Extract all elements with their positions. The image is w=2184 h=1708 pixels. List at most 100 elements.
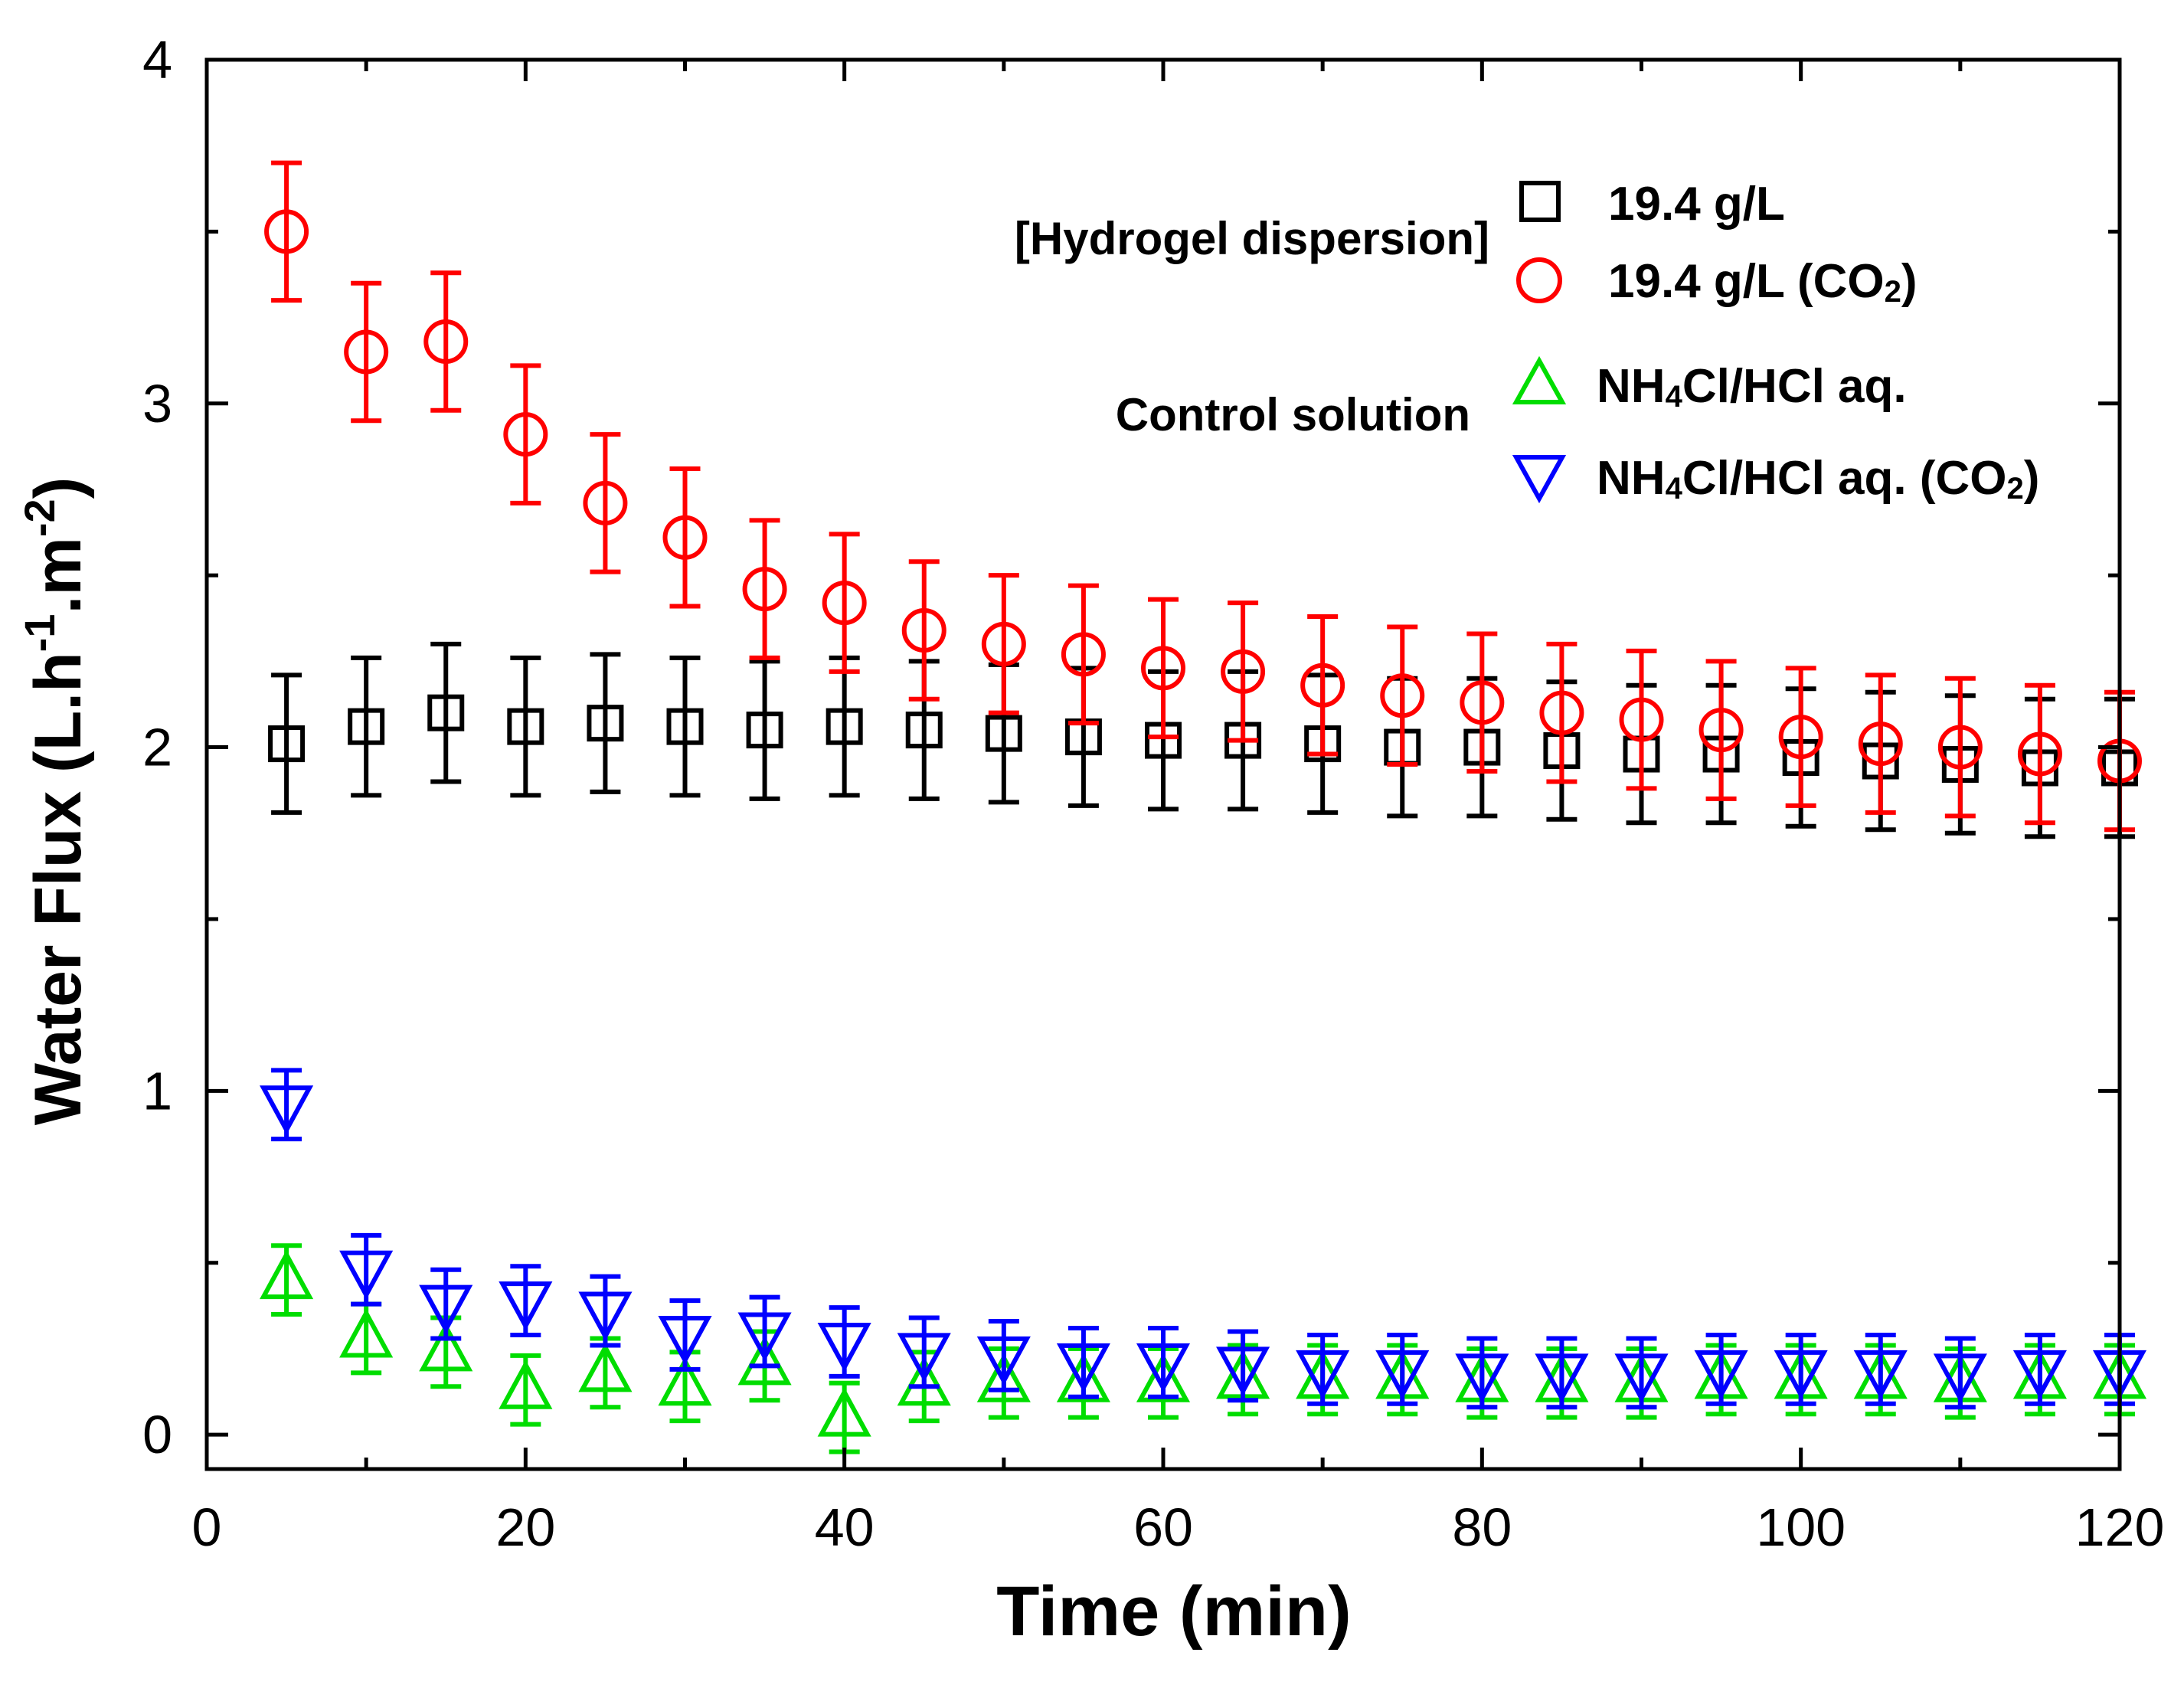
y-axis-label-main: Water Flux (L.h (21, 652, 95, 1125)
data-point-circle (1858, 721, 1903, 767)
data-point-square (746, 712, 783, 749)
data-point-circle (1221, 649, 1266, 694)
x-tick-label: 80 (1452, 1497, 1512, 1557)
data-point-triangle-down (499, 1281, 553, 1331)
legend-entry-4-tail2: ) (2024, 452, 2040, 505)
x-tick-label: 60 (1133, 1497, 1193, 1557)
data-point-triangle-down (1535, 1353, 1589, 1403)
y-tick-label: 4 (142, 30, 172, 90)
legend-entry-2-tail: ) (1901, 255, 1918, 308)
y-tick-label: 3 (142, 374, 172, 434)
data-point-square (507, 708, 544, 745)
data-point-circle (822, 581, 867, 626)
data-point-triangle-down (1933, 1353, 1987, 1403)
data-point-circle (1300, 663, 1345, 708)
x-tick-label: 20 (495, 1497, 555, 1557)
data-point-circle (1619, 697, 1664, 742)
legend-group-hydrogel: [Hydrogel dispersion] (1015, 213, 1489, 264)
legend-entry-4-sub2: 2 (2007, 472, 2024, 506)
data-point-triangle-down (1694, 1350, 1748, 1400)
data-point-triangle-down (737, 1312, 792, 1362)
y-axis-label-sup2: -2 (15, 499, 64, 537)
data-point-triangle-up (339, 1308, 394, 1358)
data-point-circle (583, 480, 628, 525)
y-tick-label: 0 (142, 1405, 172, 1464)
data-point-circle (662, 515, 708, 560)
data-point-circle (1061, 632, 1106, 677)
data-point-square (985, 715, 1022, 752)
legend-marker-square (1519, 181, 1561, 222)
data-point-triangle-up (897, 1356, 951, 1406)
data-point-triangle-up (658, 1356, 712, 1406)
data-point-circle (344, 329, 389, 375)
data-point-triangle-down (339, 1250, 394, 1300)
series-4 (260, 1068, 2147, 1410)
data-point-circle (981, 621, 1026, 666)
legend-entry-4: NH4Cl/HCl aq. (CO2) (1597, 452, 2039, 506)
legend-entry-2: 19.4 g/L (CO2) (1608, 255, 1918, 309)
legend: [Hydrogel dispersion] Control solution 1… (1015, 178, 2039, 506)
legend-entry-1: 19.4 g/L (1608, 178, 1785, 231)
data-point-triangle-down (1056, 1343, 1110, 1393)
data-point-triangle-up (1136, 1353, 1191, 1402)
legend-marker-triangle-up (1512, 355, 1567, 404)
data-point-circle (1141, 646, 1185, 691)
data-point-triangle-up (817, 1387, 871, 1437)
x-axis-label: Time (min) (996, 1572, 1351, 1651)
data-point-triangle-down (1136, 1343, 1191, 1393)
legend-entry-4-tail: Cl/HCl aq. (CO (1682, 452, 2007, 505)
legend-group-control: Control solution (1116, 389, 1470, 440)
legend-entry-1-text: 19.4 g/L (1608, 178, 1785, 231)
data-point-square (427, 694, 465, 731)
data-point-triangle-down (1614, 1353, 1669, 1403)
y-tick-label: 2 (142, 718, 172, 777)
x-tick-label: 0 (192, 1497, 222, 1557)
legend-entry-2-sub: 2 (1885, 275, 1901, 309)
x-tick-label: 40 (815, 1497, 875, 1557)
legend-entry-3: NH4Cl/HCl aq. (1597, 360, 1907, 414)
data-point-triangle-down (976, 1336, 1031, 1386)
y-axis-label-end: ) (21, 477, 95, 499)
legend-marker-triangle-down (1512, 455, 1567, 504)
legend-entry-3-sub: 4 (1666, 380, 1683, 414)
legend-entry-2-text: 19.4 g/L (CO (1608, 255, 1885, 308)
y-axis-label: Water Flux (L.h-1.m-2) (15, 477, 95, 1126)
data-point-triangle-down (1375, 1350, 1430, 1400)
data-point-triangle-up (499, 1360, 553, 1409)
data-point-circle (1778, 715, 1823, 760)
data-point-triangle-up (737, 1336, 792, 1386)
data-point-triangle-up (578, 1343, 633, 1392)
data-point-circle (264, 209, 309, 254)
data-point-triangle-up (1056, 1353, 1110, 1402)
data-point-circle (503, 412, 548, 457)
data-point-square (268, 725, 306, 763)
data-point-triangle-up (260, 1249, 314, 1300)
data-point-triangle-down (1216, 1346, 1270, 1396)
data-point-triangle-down (658, 1315, 712, 1366)
data-point-triangle-down (419, 1284, 473, 1334)
data-point-circle (1380, 673, 1425, 718)
data-point-triangle-up (419, 1322, 473, 1372)
legend-entry-3-tail: Cl/HCl aq. (1682, 360, 1907, 413)
legend-marker-circle (1516, 257, 1562, 303)
data-point-triangle-down (2012, 1350, 2067, 1400)
data-point-circle (1460, 680, 1505, 725)
data-point-square (666, 708, 704, 745)
data-point-circle (901, 607, 947, 653)
data-point-triangle-up (976, 1353, 1031, 1402)
data-point-circle (1937, 725, 1983, 770)
data-point-triangle-down (1774, 1350, 1828, 1400)
data-point-triangle-down (897, 1333, 951, 1382)
data-point-triangle-down (1455, 1353, 1509, 1403)
data-point-square (905, 712, 943, 749)
y-tick-label: 1 (142, 1061, 172, 1121)
axes: 0 20 40 60 80 100 120 0 1 2 3 4 (142, 30, 2164, 1557)
data-point-circle (423, 319, 469, 364)
data-point-triangle-down (260, 1085, 314, 1135)
data-point-square (826, 708, 863, 745)
data-point-circle (742, 567, 787, 612)
data-point-circle (1698, 708, 1744, 753)
data-point-triangle-down (578, 1291, 633, 1341)
data-point-triangle-down (1296, 1350, 1350, 1400)
